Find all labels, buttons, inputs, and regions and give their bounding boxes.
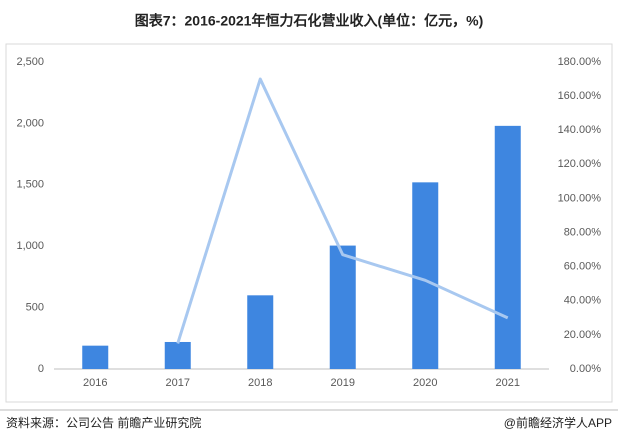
chart-frame — [5, 43, 613, 403]
y-tick-label: 1,500 — [16, 179, 44, 191]
credit: @前瞻经济学人APP — [504, 415, 612, 430]
y2-tick-label: 160.00% — [558, 90, 602, 102]
y2-tick-label: 80.00% — [564, 226, 602, 238]
y-tick-label: 2,000 — [16, 117, 44, 129]
bar — [82, 345, 109, 369]
bar — [329, 245, 356, 369]
y-tick-label: 1,000 — [16, 240, 44, 252]
y2-tick-label: 180.00% — [558, 56, 602, 68]
bar — [247, 295, 274, 369]
y-tick-label: 500 — [26, 302, 44, 314]
y2-tick-label: 120.00% — [558, 158, 602, 170]
x-tick-label: 2021 — [496, 377, 520, 389]
y2-tick-label: 40.00% — [564, 295, 602, 307]
bar — [494, 125, 521, 369]
y2-tick-label: 140.00% — [558, 124, 602, 136]
x-tick-label: 2017 — [166, 377, 190, 389]
y2-tick-label: 20.00% — [564, 329, 602, 341]
source: 资料来源：公司公告 前瞻产业研究院 — [6, 415, 201, 430]
x-tick-label: 2018 — [248, 377, 272, 389]
y-tick-label: 0 — [38, 363, 44, 375]
y2-tick-label: 0.00% — [570, 363, 601, 375]
x-tick-label: 2020 — [413, 377, 437, 389]
chart-title: 图表7：2016-2021年恒力石化营业收入(单位：亿元，%) — [135, 13, 484, 29]
y2-tick-label: 60.00% — [564, 261, 602, 273]
y2-tick-label: 100.00% — [558, 192, 602, 204]
x-tick-label: 2019 — [331, 377, 355, 389]
y-tick-label: 2,500 — [16, 56, 44, 68]
x-tick-label: 2016 — [83, 377, 107, 389]
bar — [412, 182, 439, 369]
bar — [164, 341, 191, 369]
line — [176, 77, 509, 344]
